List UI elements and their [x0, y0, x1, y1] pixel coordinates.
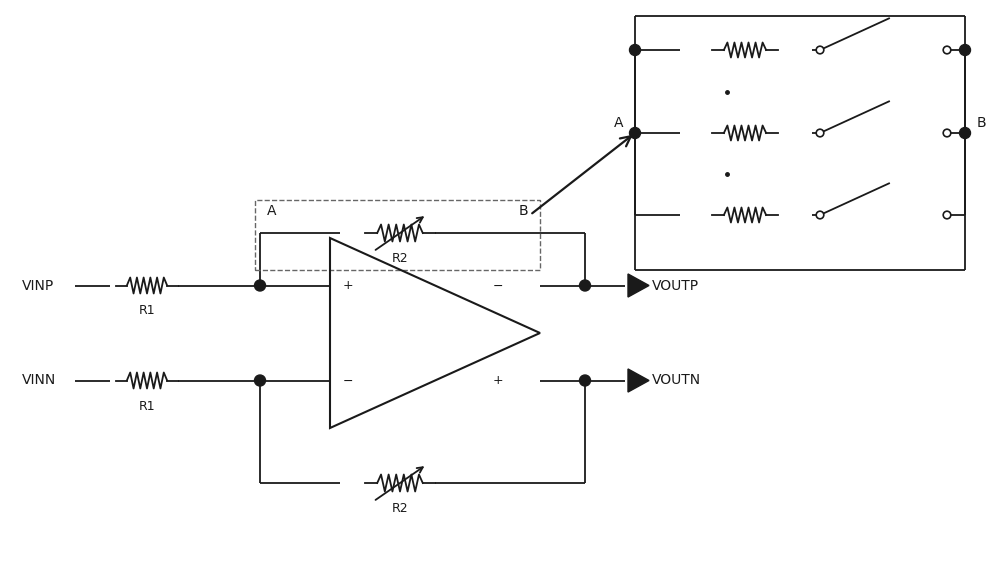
Circle shape	[254, 280, 266, 291]
Circle shape	[816, 46, 824, 54]
Text: A: A	[614, 116, 623, 130]
Circle shape	[580, 375, 590, 386]
Circle shape	[816, 129, 824, 137]
Circle shape	[943, 129, 951, 137]
Text: $-$: $-$	[342, 374, 354, 387]
Text: B: B	[977, 116, 987, 130]
Text: VOUTN: VOUTN	[652, 373, 701, 387]
Text: VINN: VINN	[22, 373, 56, 387]
Polygon shape	[628, 274, 649, 297]
Text: R2: R2	[392, 252, 408, 265]
Circle shape	[960, 128, 970, 139]
Text: A: A	[267, 204, 276, 218]
Text: +: +	[343, 279, 353, 292]
Circle shape	[254, 375, 266, 386]
Circle shape	[943, 46, 951, 54]
Text: $-$: $-$	[492, 279, 504, 292]
Circle shape	[816, 211, 824, 219]
Polygon shape	[628, 369, 649, 392]
Circle shape	[630, 128, 640, 139]
Bar	[255, 200, 540, 270]
Text: R1: R1	[139, 399, 155, 413]
Text: B: B	[518, 204, 528, 218]
Circle shape	[630, 45, 640, 55]
Circle shape	[943, 211, 951, 219]
Text: R2: R2	[392, 502, 408, 515]
Circle shape	[580, 280, 590, 291]
Circle shape	[960, 45, 970, 55]
Text: R1: R1	[139, 305, 155, 318]
Text: +: +	[493, 374, 503, 387]
Text: VOUTP: VOUTP	[652, 279, 699, 292]
Text: VINP: VINP	[22, 279, 54, 292]
